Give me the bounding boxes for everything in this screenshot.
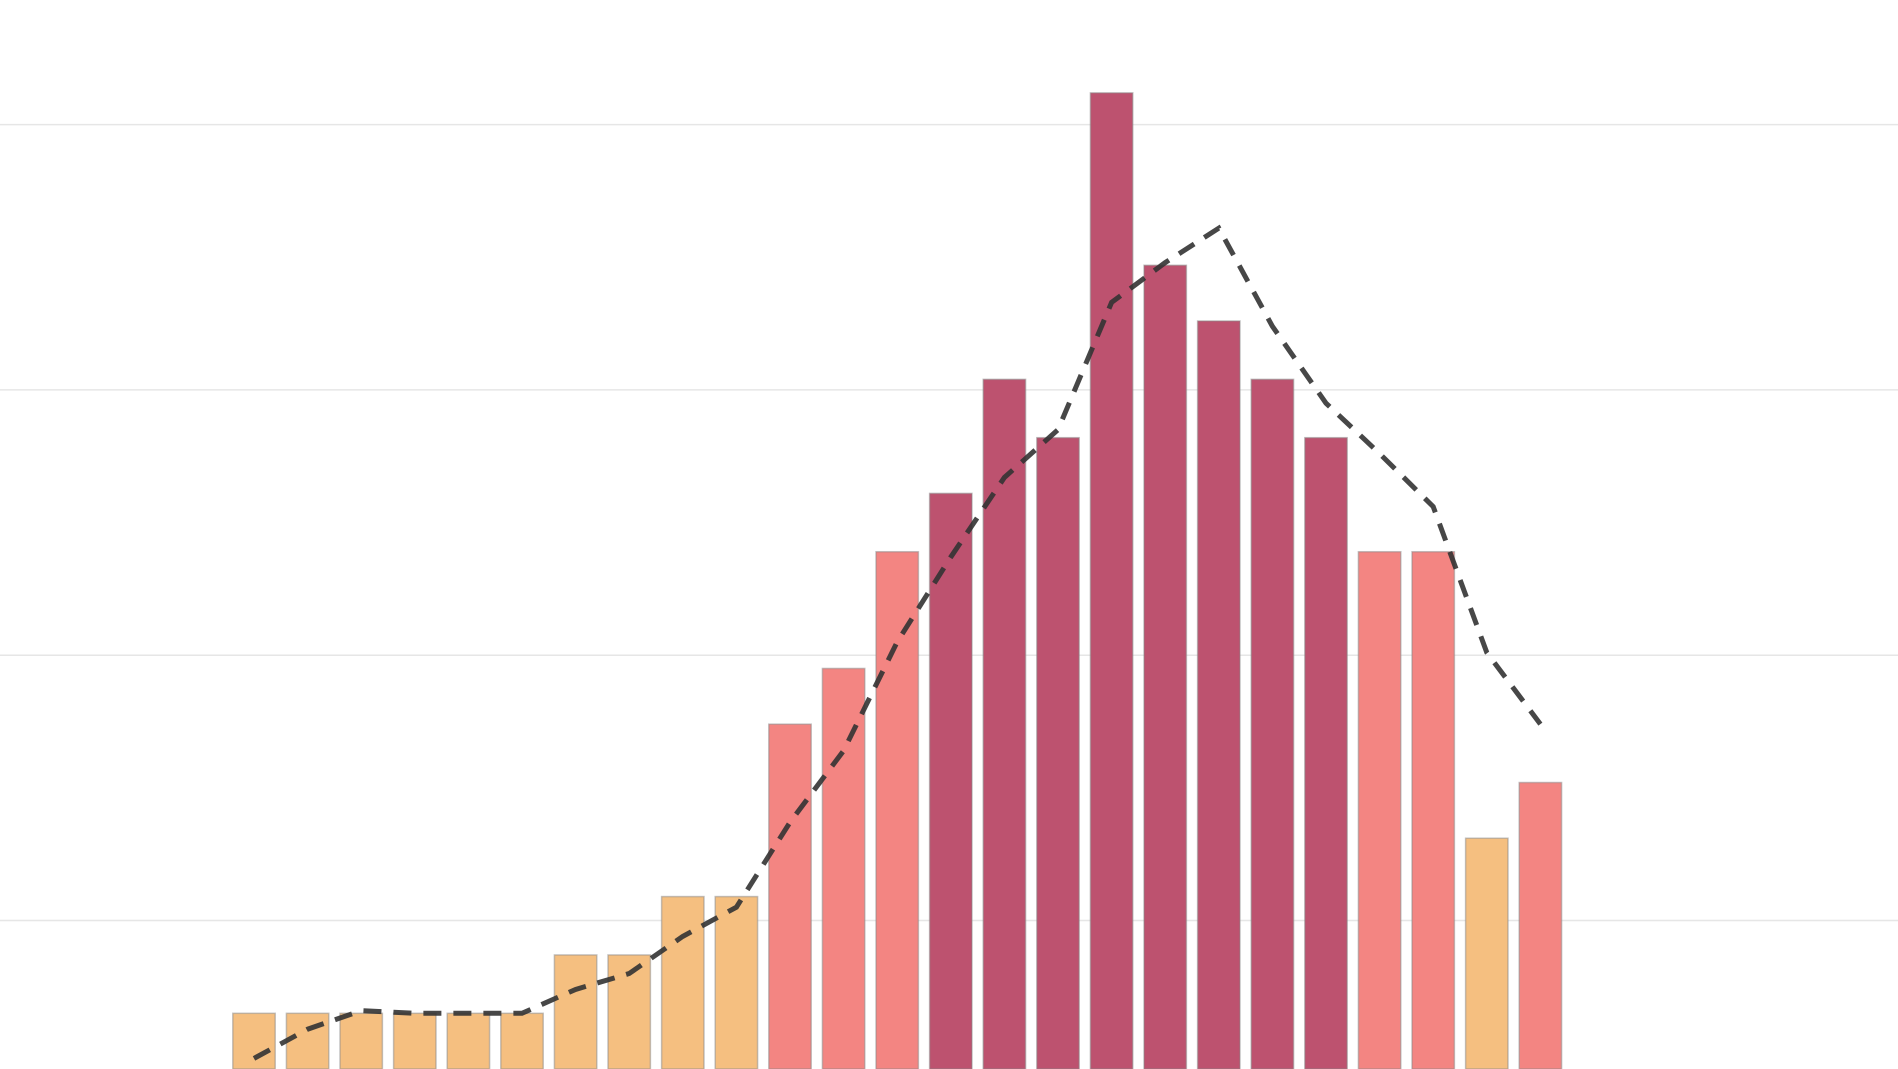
bar (1036, 436, 1080, 1069)
bar (1089, 92, 1134, 1069)
bar (660, 895, 705, 1069)
bar (768, 723, 812, 1069)
bar (339, 1012, 384, 1069)
bar (1357, 550, 1402, 1069)
bar (500, 1012, 544, 1069)
bar (1196, 320, 1241, 1069)
bar (446, 1012, 491, 1069)
trend-line (252, 224, 1543, 1061)
bar (982, 378, 1027, 1069)
bar (1518, 781, 1563, 1069)
bar (1143, 264, 1188, 1069)
bar (1250, 378, 1295, 1069)
bar (1411, 550, 1456, 1069)
bar (392, 1012, 437, 1069)
bar (928, 492, 973, 1069)
bar (1304, 436, 1348, 1069)
bar (232, 1012, 276, 1069)
bar (714, 895, 759, 1069)
bar (1464, 837, 1509, 1069)
bar (553, 954, 598, 1069)
bar (875, 550, 920, 1069)
bar (821, 667, 866, 1069)
